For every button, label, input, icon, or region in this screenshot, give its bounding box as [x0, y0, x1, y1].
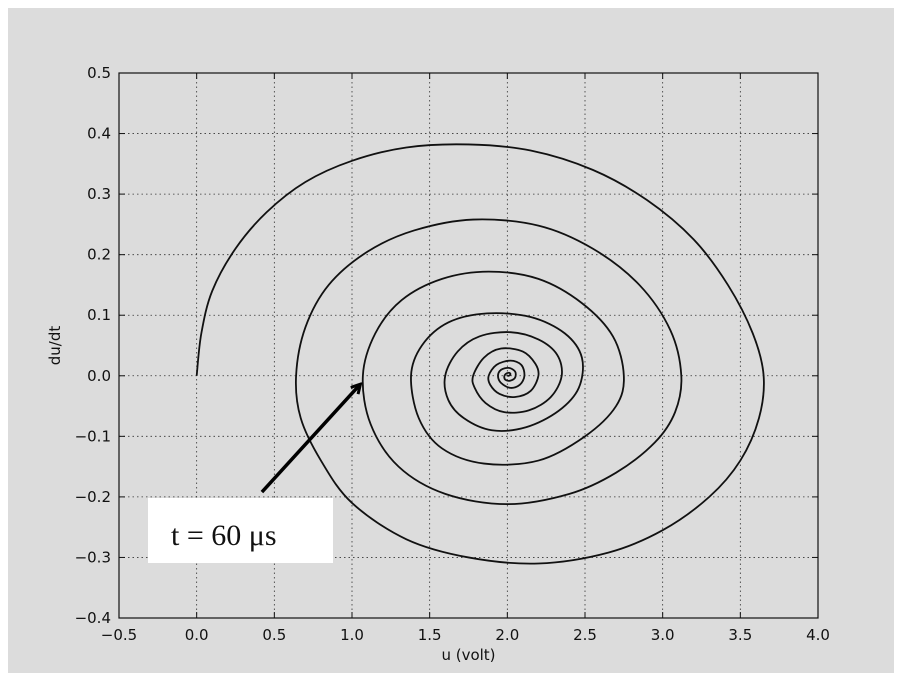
spiral-trajectory — [195, 143, 765, 565]
y-tick-label: 0.1 — [87, 306, 111, 324]
annotation-box — [148, 498, 333, 563]
x-tick-label: 2.0 — [495, 626, 519, 644]
x-tick-label: 2.5 — [573, 626, 597, 644]
y-axis-label: du/dt — [46, 326, 64, 366]
x-tick-label: 0.0 — [185, 626, 209, 644]
x-tick-labels: −0.5 0.0 0.5 1.0 1.5 2.0 2.5 3.0 3.5 4.0 — [101, 626, 830, 644]
x-tick-label: 3.5 — [728, 626, 752, 644]
y-tick-label: 0.4 — [87, 125, 111, 143]
annotation-arrow — [260, 385, 360, 494]
x-tick-label: 1.5 — [418, 626, 442, 644]
ticks — [118, 72, 819, 619]
y-tick-label: 0.2 — [87, 246, 111, 264]
phase-portrait-chart: −0.5 0.0 0.5 1.0 1.5 2.0 2.5 3.0 3.5 4.0 −0.4 −0.3… — [46, 64, 830, 664]
y-tick-label: 0.0 — [87, 367, 111, 385]
y-tick-labels: −0.4 −0.3 −0.2 −0.1 0.0 0.1 0.2 0.3 0.4 0.5 — [75, 64, 111, 627]
x-tick-label: −0.5 — [101, 626, 137, 644]
x-tick-label: 0.5 — [262, 626, 286, 644]
chart-figure: −0.5 0.0 0.5 1.0 1.5 2.0 2.5 3.0 3.5 4.0 −0.4 −0.3… — [8, 8, 894, 673]
x-tick-label: 1.0 — [340, 626, 364, 644]
y-tick-label: −0.3 — [75, 548, 111, 566]
y-tick-label: 0.5 — [87, 64, 111, 82]
plot-frame — [118, 72, 819, 619]
annotation-text: t = 60 μs — [171, 519, 277, 552]
annotation: t = 60 μs — [148, 385, 360, 563]
y-tick-label: −0.4 — [75, 609, 111, 627]
y-tick-label: −0.2 — [75, 488, 111, 506]
y-tick-label: 0.3 — [87, 185, 111, 203]
x-axis-label: u (volt) — [441, 646, 495, 664]
x-tick-label: 3.0 — [651, 626, 675, 644]
x-tick-label: 4.0 — [806, 626, 830, 644]
curve-layer — [195, 143, 765, 565]
y-tick-label: −0.1 — [75, 427, 111, 445]
